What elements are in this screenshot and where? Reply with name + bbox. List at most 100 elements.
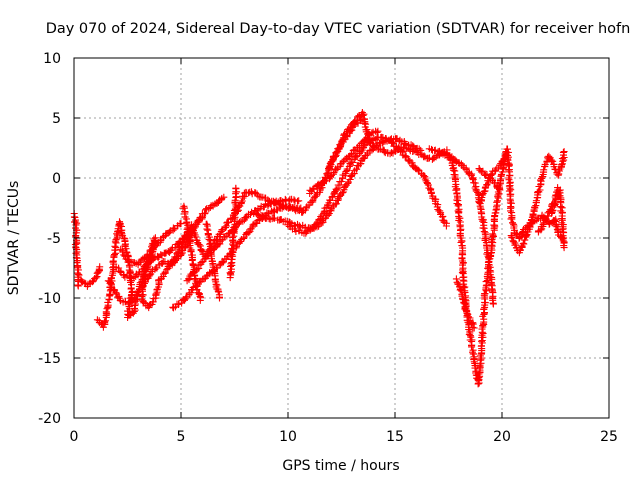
- data-point: [344, 180, 352, 187]
- data-points: [70, 109, 568, 388]
- data-point: [465, 313, 472, 321]
- data-point: [296, 205, 304, 213]
- data-point: [332, 200, 340, 208]
- data-point: [483, 181, 491, 189]
- data-point: [326, 162, 334, 170]
- data-point: [201, 210, 208, 218]
- data-point: [534, 188, 542, 196]
- data-point: [461, 305, 469, 313]
- data-point: [115, 264, 123, 272]
- data-point: [359, 115, 367, 123]
- data-point: [157, 251, 165, 259]
- data-point: [550, 217, 558, 225]
- data-point: [509, 219, 516, 227]
- y-tick-label: 5: [52, 111, 61, 127]
- data-point: [383, 137, 391, 145]
- data-point: [139, 291, 147, 299]
- x-tick-label: 15: [386, 429, 404, 445]
- data-point: [502, 150, 510, 158]
- data-point: [71, 218, 79, 226]
- data-point: [242, 214, 250, 222]
- data-point: [481, 299, 489, 307]
- data-point: [479, 322, 487, 329]
- data-point: [192, 279, 200, 287]
- data-point: [324, 211, 332, 219]
- data-point: [312, 220, 320, 228]
- data-point: [558, 155, 566, 162]
- data-point: [558, 161, 566, 169]
- y-tick-label: 0: [52, 171, 61, 187]
- data-point: [216, 294, 223, 302]
- data-point: [479, 329, 487, 337]
- data-point: [132, 291, 140, 299]
- data-point: [149, 298, 157, 306]
- data-point: [203, 225, 211, 233]
- data-point: [195, 241, 203, 249]
- data-point: [521, 236, 529, 244]
- data-point: [202, 206, 210, 214]
- data-point: [177, 250, 185, 258]
- data-point: [96, 263, 104, 271]
- data-point: [519, 239, 527, 247]
- data-point: [455, 216, 463, 224]
- data-point: [181, 213, 189, 221]
- data-point: [153, 240, 161, 248]
- data-point: [141, 280, 148, 287]
- data-point: [230, 229, 238, 237]
- data-point: [327, 160, 335, 168]
- y-tick-label: -20: [38, 411, 61, 427]
- data-point: [228, 244, 236, 252]
- data-point: [212, 235, 220, 243]
- data-point: [560, 244, 568, 252]
- data-point: [239, 217, 247, 225]
- data-point: [232, 193, 240, 201]
- data-point: [226, 274, 234, 282]
- data-point: [215, 288, 223, 296]
- data-point: [536, 186, 544, 194]
- data-point: [456, 286, 464, 294]
- data-point: [198, 214, 206, 222]
- data-point: [541, 216, 549, 224]
- data-point: [229, 241, 237, 249]
- data-point: [169, 224, 177, 232]
- data-point: [337, 178, 345, 186]
- data-point: [468, 343, 476, 351]
- data-point: [414, 166, 422, 174]
- data-point: [247, 225, 255, 233]
- data-point: [493, 198, 501, 206]
- data-point: [189, 261, 197, 269]
- data-point: [346, 159, 354, 167]
- data-point: [120, 251, 128, 259]
- data-point: [526, 221, 534, 229]
- data-point: [489, 239, 497, 247]
- data-point: [292, 228, 300, 235]
- data-point: [415, 145, 423, 153]
- data-point: [297, 204, 305, 212]
- data-point: [488, 285, 496, 293]
- data-point: [480, 305, 488, 313]
- data-point: [479, 217, 487, 225]
- data-point: [333, 165, 341, 173]
- data-point: [516, 234, 524, 242]
- data-point: [552, 222, 560, 230]
- data-point: [505, 187, 513, 195]
- data-point: [458, 269, 466, 277]
- y-tick-label: -15: [38, 351, 61, 367]
- data-point: [474, 189, 482, 196]
- data-point: [303, 228, 311, 236]
- x-tick-label: 10: [279, 429, 297, 445]
- data-point: [317, 213, 325, 221]
- data-point: [163, 266, 171, 274]
- data-point: [480, 188, 488, 196]
- data-point: [192, 233, 200, 241]
- data-point: [420, 172, 428, 180]
- data-point: [102, 308, 110, 316]
- data-point: [496, 186, 504, 194]
- data-point: [476, 166, 484, 174]
- data-point: [245, 229, 253, 237]
- data-point: [236, 218, 243, 226]
- x-tick-label: 20: [493, 429, 511, 445]
- data-point: [507, 207, 514, 215]
- data-point: [352, 165, 360, 173]
